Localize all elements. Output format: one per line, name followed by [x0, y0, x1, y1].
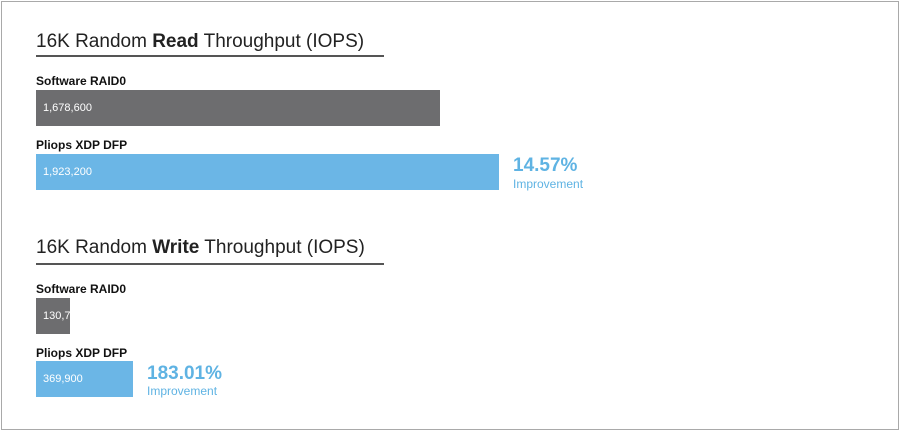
write-bar-pliops: 369,900 [36, 361, 133, 397]
read-bar-pliops-value: 1,923,200 [43, 166, 92, 178]
read-title-bold: Read [152, 31, 199, 52]
write-title-suffix: Throughput (IOPS) [199, 237, 365, 258]
write-improvement-value: 183.01% [147, 363, 223, 384]
write-chart-title: 16K Random Write Throughput (IOPS) [36, 237, 365, 259]
read-bar-raid0: 1,678,600 [36, 90, 440, 126]
write-title-bold: Write [152, 237, 200, 258]
read-title-rule [36, 55, 384, 57]
read-series-label-raid0: Software RAID0 [36, 74, 127, 88]
read-chart-title: 16K Random Read Throughput (IOPS) [36, 31, 364, 53]
read-series-label-pliops: Pliops XDP DFP [36, 138, 128, 152]
read-bar-raid0-value: 1,678,600 [43, 102, 92, 114]
write-bar-raid0: 130,700 [36, 298, 83, 334]
write-improvement-label: Improvement [147, 384, 218, 398]
write-bar-raid0-value: 130,700 [43, 310, 83, 322]
write-bar-pliops-value: 369,900 [43, 373, 83, 385]
write-title-rule [36, 263, 384, 265]
read-improvement-value: 14.57% [513, 155, 578, 176]
read-title-suffix: Throughput (IOPS) [198, 31, 365, 52]
read-improvement-label: Improvement [513, 177, 584, 191]
write-series-label-pliops: Pliops XDP DFP [36, 346, 128, 360]
write-title-prefix: 16K Random [36, 237, 153, 258]
read-title-prefix: 16K Random [36, 31, 153, 52]
write-series-label-raid0: Software RAID0 [36, 282, 127, 296]
read-bar-pliops: 1,923,200 [36, 154, 499, 190]
